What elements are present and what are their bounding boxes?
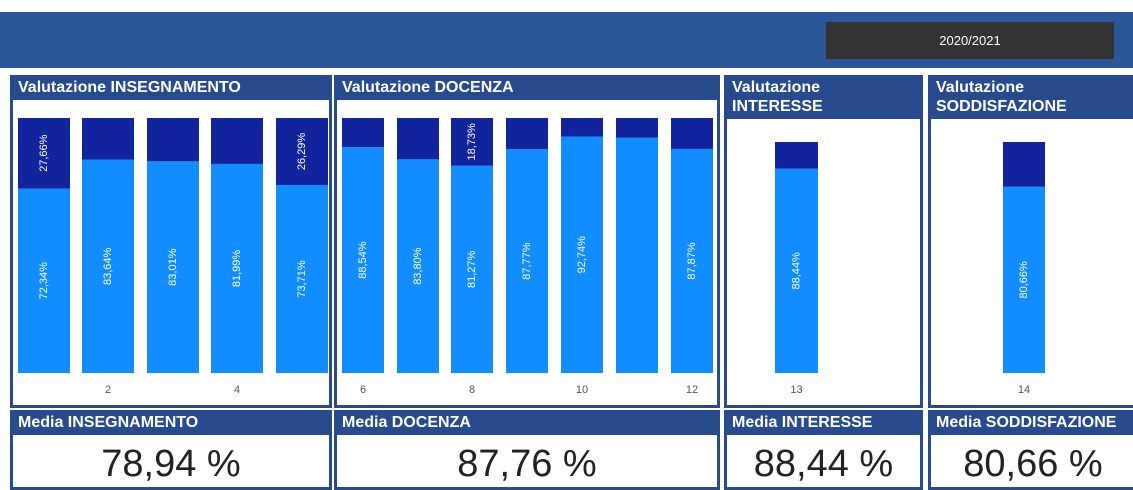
- kpi-title: Media DOCENZA: [337, 410, 717, 435]
- bar-segment: [671, 118, 713, 149]
- x-tick-label: 8: [469, 384, 475, 396]
- x-tick-label: 10: [576, 384, 588, 396]
- data-label: 83,01%: [167, 248, 179, 286]
- bar-segment: [775, 142, 818, 169]
- kpi-value: 78,94 %: [101, 443, 241, 485]
- data-label: 88,44%: [790, 252, 802, 290]
- bar-segment: [147, 161, 199, 373]
- data-label: 87,87%: [686, 242, 698, 280]
- bar-segment: [211, 118, 263, 164]
- bar-segment: [451, 118, 493, 166]
- data-label: 83,64%: [102, 247, 114, 285]
- x-tick-label: 6: [360, 384, 366, 396]
- x-tick-label: 13: [790, 384, 802, 396]
- bar-segment: [506, 149, 548, 373]
- bar-segment: [147, 118, 199, 162]
- bar-segment: [506, 118, 548, 150]
- bar-segment: [1003, 186, 1045, 373]
- bar-segment: [616, 118, 658, 138]
- panel-title: Valutazione DOCENZA: [337, 75, 717, 100]
- bar-segment: [561, 136, 603, 373]
- kpi-value: 80,66 %: [963, 443, 1103, 485]
- bar-segment: [276, 185, 328, 373]
- kpi-value: 87,76 %: [457, 443, 597, 485]
- bar-segment: [18, 118, 70, 189]
- data-label: 81,99%: [231, 250, 243, 288]
- x-tick-label: 12: [686, 384, 698, 396]
- panel-title: Valutazione SODDISFAZIONE: [931, 75, 1133, 119]
- data-label: 72,34%: [38, 262, 50, 300]
- bar-segment: [671, 148, 713, 373]
- bar-segment: [82, 159, 134, 373]
- x-tick-label: 2: [105, 384, 111, 396]
- bar-segment: [561, 118, 603, 137]
- data-label: 27,66%: [38, 134, 50, 172]
- x-tick-label: 14: [1018, 384, 1030, 396]
- kpi-title: Media SODDISFAZIONE: [931, 410, 1133, 435]
- bar-segment: [397, 159, 439, 373]
- bar-segment: [342, 118, 384, 148]
- data-label: 80,66%: [1018, 261, 1030, 299]
- bar-segment: [1003, 142, 1045, 187]
- x-tick-label: 4: [234, 384, 240, 396]
- year-filter[interactable]: 2020/2021: [826, 22, 1114, 59]
- bar-segment: [775, 168, 818, 373]
- data-label: 18,73%: [466, 123, 478, 161]
- chart-panel: Valutazione INTERESSE: [724, 75, 923, 408]
- kpi-title: Media INSEGNAMENTO: [13, 410, 329, 435]
- bar-segment: [276, 118, 328, 186]
- data-label: 92,74%: [576, 236, 588, 274]
- data-label: 26,29%: [296, 133, 308, 171]
- kpi-card: Media INSEGNAMENTO 78,94 %: [10, 410, 332, 490]
- bar-segment: [211, 163, 263, 373]
- kpi-card: Media INTERESSE 88,44 %: [724, 410, 923, 490]
- bar-segment: [616, 137, 658, 373]
- data-label: 81,27%: [466, 251, 478, 289]
- bar-segment: [451, 165, 493, 373]
- bar-segment: [342, 147, 384, 373]
- kpi-title: Media INTERESSE: [727, 410, 920, 435]
- panel-title: Valutazione INSEGNAMENTO: [13, 75, 329, 100]
- data-label: 83,80%: [412, 247, 424, 285]
- kpi-value: 88,44 %: [753, 443, 894, 485]
- bar-segment: [82, 118, 134, 160]
- data-label: 73,71%: [296, 260, 308, 298]
- bar-segment: [18, 188, 70, 373]
- bar-segment: [397, 118, 439, 160]
- data-label: 87,77%: [521, 242, 533, 280]
- panel-title: Valutazione INTERESSE: [727, 75, 920, 119]
- data-label: 88,54%: [357, 241, 369, 279]
